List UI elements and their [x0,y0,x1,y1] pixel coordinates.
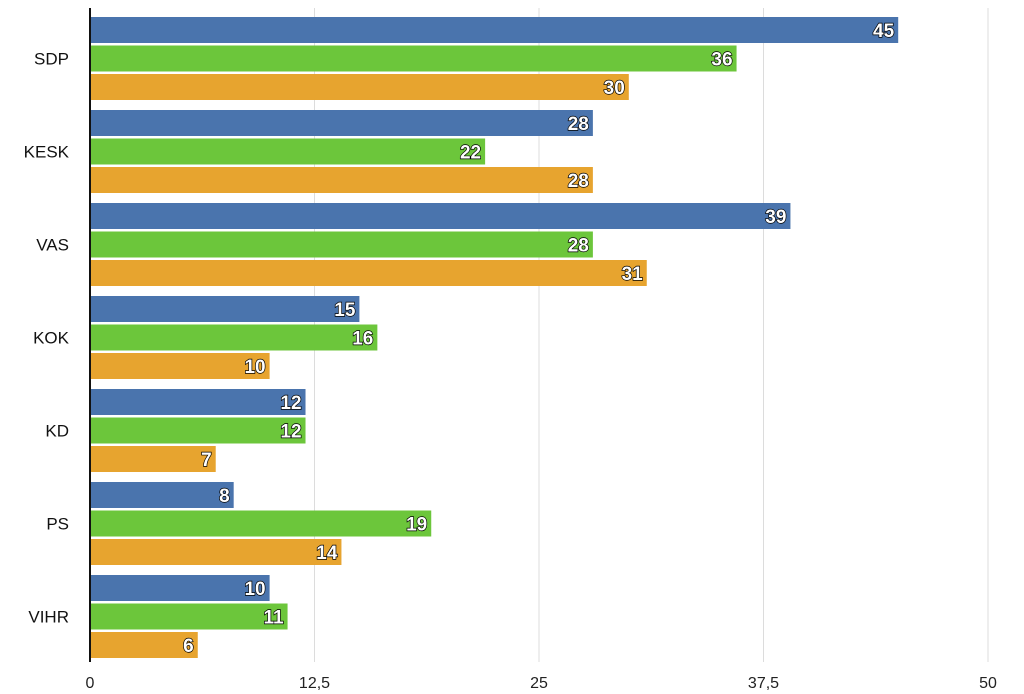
bar [90,203,791,229]
bar-value-label: 14 [316,543,338,564]
bar-value-label: 30 [604,78,625,99]
bar [90,17,899,43]
category-label: KESK [24,143,70,162]
bar-value-label: 12 [280,422,301,443]
data-labels: 45 36 30 28 22 28 39 28 31 15 16 10 12 12 78 19 14 10 11 6 [182,20,895,657]
category-label: VAS [36,236,69,255]
bar-value-label: 28 [568,114,589,135]
bar [90,45,737,72]
bar-value-label: 16 [352,329,373,350]
bar-value-label: 28 [568,236,589,257]
category-label: VIHR [28,608,69,627]
bar-value-label: 19 [406,515,427,536]
bar [90,138,486,165]
x-tick-label: 25 [530,675,548,692]
bar-value-label: 31 [622,264,644,285]
bar-value-label: 10 [244,357,265,378]
bar [90,389,306,415]
bars [90,17,899,658]
bar [90,74,629,100]
bar [90,510,432,537]
bar-value-label: 36 [711,50,732,71]
bar-value-label: 39 [765,207,786,228]
x-tick-label: 0 [86,675,95,692]
x-tick-label: 37,5 [748,675,779,692]
category-label: SDP [34,50,69,69]
bar [90,539,342,565]
bar [90,231,593,258]
bar [90,296,360,322]
bar [90,167,593,193]
x-axis-ticks: 0 12,5 25 37,5 50 [86,675,997,692]
bar-value-label: 45 [873,21,895,42]
bar-value-label: 22 [460,143,481,164]
bar [90,353,270,379]
bar-value-label: 8 [219,486,230,507]
bar-value-label: 11 [263,608,284,629]
bar [90,603,288,630]
bar-value-label: 12 [280,393,301,414]
category-label: KD [45,422,69,441]
bar [90,575,270,601]
x-tick-label: 12,5 [299,675,330,692]
category-label: KOK [33,329,70,348]
bar [90,260,647,286]
bar [90,417,306,444]
bar-value-label: 7 [201,450,212,471]
bar [90,110,593,136]
category-labels: SDP KESK VAS KOK KD PS VIHR [24,50,70,627]
bar [90,324,378,351]
category-label: PS [46,515,69,534]
bar [90,446,216,472]
gridlines [314,8,989,662]
bar-value-label: 28 [568,171,589,192]
x-tick-label: 50 [979,675,997,692]
bar [90,632,198,658]
bar [90,482,234,508]
bar-value-label: 15 [334,300,356,321]
bar-value-label: 6 [183,636,194,657]
bar-value-label: 10 [244,579,265,600]
